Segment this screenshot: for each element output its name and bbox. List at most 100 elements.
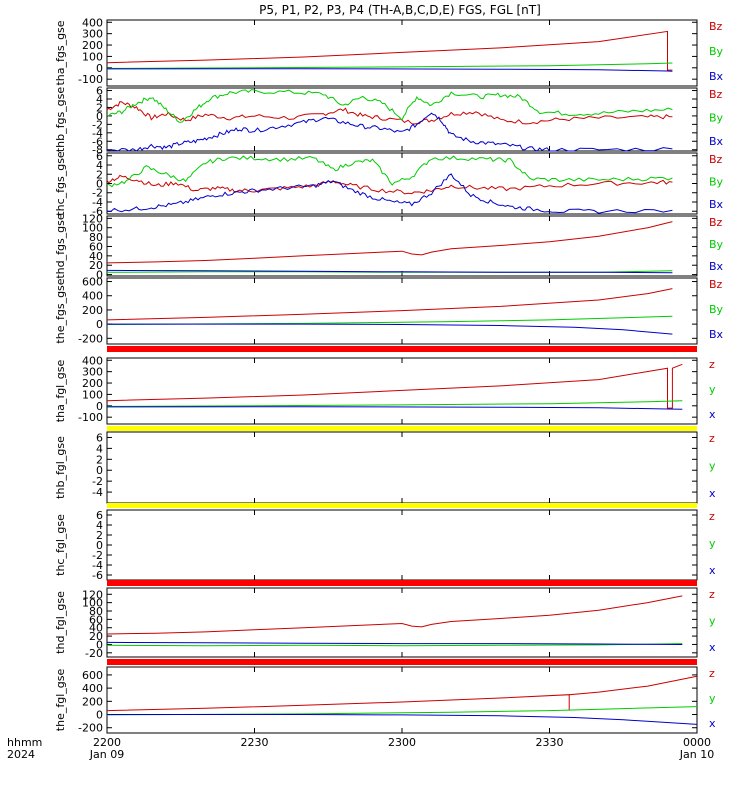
legend-y: y [709,537,716,550]
ytick-label: 0 [96,269,103,282]
ytick-label: 300 [82,366,103,379]
ytick-label: -6 [92,205,103,218]
ylabel-the_fgl_gse: the_fgl_gse [54,669,67,732]
panel-frame [106,215,698,277]
legend-By: By [709,238,724,251]
ytick-label: 4 [96,93,103,106]
legend-By: By [709,176,724,189]
series-x [107,714,698,725]
ytick-label: 40 [89,622,103,635]
legend-y: y [709,692,716,705]
series-Bx [106,112,673,152]
series-By [106,315,673,325]
legend-x: x [709,641,716,654]
legend-Bz: Bz [709,153,723,166]
ytick-label: 120 [82,212,103,225]
ytick-label: 80 [89,231,103,244]
ytick-label: 2 [96,453,103,466]
legend-Bx: Bx [709,260,724,273]
ytick-label: 0 [96,110,103,123]
series-Bx [107,323,673,335]
legend-z: z [709,588,715,601]
legend-Bx: Bx [709,135,724,148]
ytick-label: 20 [89,259,103,272]
series-By [106,155,673,188]
legend-Bz: Bz [709,20,723,33]
ytick-label: 200 [82,39,103,52]
ytick-label: 100 [82,50,103,63]
xtick-sublabel: Jan 09 [89,748,124,761]
ytick-label: 0 [96,638,103,651]
legend-y: y [709,615,716,628]
ylabel-the_fgs_gse: the_fgs_gse [54,278,67,343]
panel-frame [106,357,698,425]
ytick-label: 400 [82,290,103,303]
ytick-label: 60 [89,613,103,626]
series-z [106,675,698,712]
legend-x: x [709,487,716,500]
ytick-label: 400 [82,16,103,29]
ytick-label: -2 [92,549,103,562]
ytick-label: 0 [96,400,103,413]
xtick-sublabel: Jan 10 [679,748,714,761]
ytick-label: 0 [96,178,103,191]
legend-Bx: Bx [709,70,724,83]
status-bar [107,426,697,431]
legend-By: By [709,112,724,125]
legend-Bx: Bx [709,198,724,211]
ytick-label: -8 [92,144,103,157]
series-Bz [106,101,673,125]
xtick-label: 2300 [388,736,416,749]
legend-x: x [709,564,716,577]
ytick-label: -2 [92,475,103,488]
ytick-label: 4 [96,442,103,455]
legend-By: By [709,303,724,316]
ytick-label: 200 [82,695,103,708]
ytick-label: 2 [96,529,103,542]
ytick-label: -6 [92,569,103,582]
ytick-label: 6 [96,85,103,98]
ytick-label: 6 [96,150,103,163]
ytick-label: 2 [96,168,103,181]
ytick-label: 400 [82,682,103,695]
series-Bx [106,269,673,274]
legend-Bz: Bz [709,278,723,291]
legend-y: y [709,460,716,473]
ytick-label: -100 [78,411,103,424]
panel-frame [106,666,698,734]
xtick-label: 2200 [93,736,121,749]
legend-x: x [709,717,716,730]
ytick-label: 200 [82,304,103,317]
ytick-label: -4 [92,127,103,140]
series-x [106,406,683,410]
series-x [106,641,683,645]
ylabel-thb_fgs_gse: thb_fgs_gse [54,87,67,153]
series-Bz [106,221,673,264]
ytick-label: 0 [96,62,103,75]
ytick-label: -100 [78,73,103,86]
xaxis-row-label-hhmm: hhmm [7,736,42,749]
xtick-label: 0000 [683,736,711,749]
legend-x: x [709,408,716,421]
panel-frame [106,587,698,658]
status-bar [107,346,697,352]
ytick-label: 100 [82,388,103,401]
legend-Bz: Bz [709,88,723,101]
series-z [106,363,683,409]
ylabel-thc_fgl_gse: thc_fgl_gse [54,514,67,576]
ytick-label: 0 [96,709,103,722]
legend-z: z [709,667,715,680]
legend-y: y [709,383,716,396]
panel-frame [106,509,698,581]
